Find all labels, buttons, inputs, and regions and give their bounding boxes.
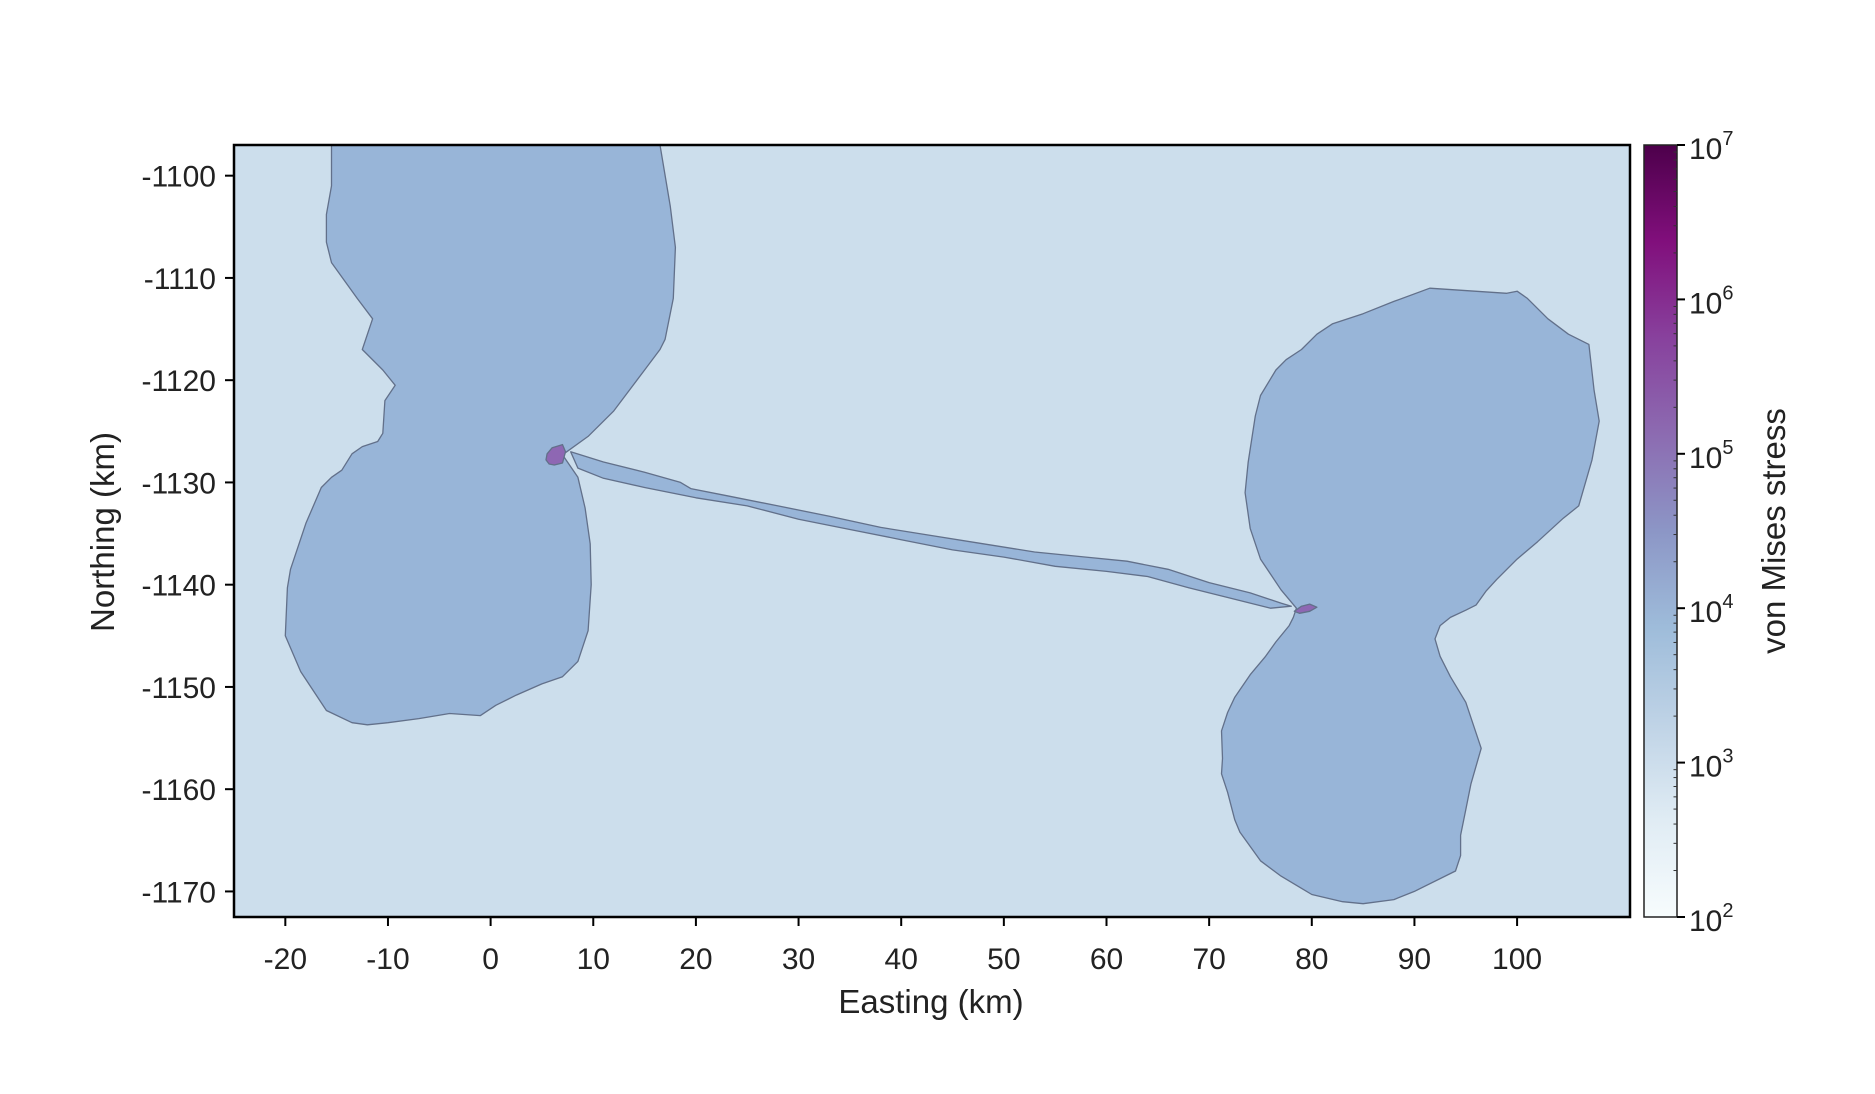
x-axis-ticks: -20 -10 0 10 20 30 40 50 60 70 80 90 100 bbox=[264, 917, 1542, 976]
x-tick-label: 40 bbox=[885, 943, 918, 976]
contour-region-3 bbox=[1220, 287, 1600, 905]
contour-region-5 bbox=[1293, 603, 1318, 614]
colorbar-tick-exponent: 3 bbox=[1722, 746, 1733, 768]
y-axis-label: Northing (km) bbox=[84, 432, 121, 632]
x-tick-label: 100 bbox=[1492, 943, 1542, 976]
x-tick-label: 30 bbox=[782, 943, 815, 976]
x-tick-label: 90 bbox=[1398, 943, 1431, 976]
y-tick-label: -1110 bbox=[144, 263, 216, 296]
y-tick-label: -1150 bbox=[141, 672, 216, 705]
colorbar-tick-base: 10 bbox=[1689, 287, 1722, 320]
x-axis-label: Easting (km) bbox=[838, 983, 1023, 1020]
y-tick-label: -1130 bbox=[141, 467, 216, 500]
colorbar-gradient bbox=[1643, 144, 1678, 918]
y-tick-label: -1100 bbox=[141, 161, 216, 194]
contour-region-2 bbox=[570, 451, 1292, 609]
y-axis-ticks: -1100 -1110 -1120 -1130 -1140 -1150 -1160 -1170 bbox=[141, 161, 234, 909]
colorbar-tick-label: 107 bbox=[1689, 128, 1734, 166]
x-tick-label: 20 bbox=[679, 943, 712, 976]
colorbar-tick-label: 106 bbox=[1689, 282, 1734, 320]
plot-area bbox=[232, 143, 1632, 919]
colorbar-minor-ticks bbox=[1673, 151, 1677, 872]
colorbar-tick-label: 102 bbox=[1689, 900, 1734, 938]
x-tick-label: 70 bbox=[1192, 943, 1225, 976]
colorbar-tick-exponent: 6 bbox=[1722, 282, 1733, 304]
contour-region-4 bbox=[545, 443, 567, 466]
colorbar-tick-label: 105 bbox=[1689, 437, 1734, 475]
colorbar-tick-exponent: 4 bbox=[1722, 591, 1733, 613]
x-tick-label: 50 bbox=[987, 943, 1020, 976]
plot-frame bbox=[232, 143, 1632, 919]
contour-region-1 bbox=[284, 145, 677, 726]
colorbar-tick-base: 10 bbox=[1689, 751, 1722, 784]
colorbar-tick-exponent: 2 bbox=[1722, 900, 1733, 922]
colorbar-tick-base: 10 bbox=[1689, 133, 1722, 166]
y-tick-label: -1140 bbox=[141, 570, 216, 603]
colorbar-tick-exponent: 5 bbox=[1722, 437, 1733, 459]
x-tick-label: 80 bbox=[1295, 943, 1328, 976]
y-tick-label: -1160 bbox=[141, 774, 216, 807]
contour-regions bbox=[284, 145, 1600, 905]
y-tick-label: -1170 bbox=[141, 876, 216, 909]
colorbar-tick-label: 104 bbox=[1689, 591, 1734, 629]
x-tick-label: 60 bbox=[1090, 943, 1123, 976]
colorbar-tick-base: 10 bbox=[1689, 905, 1722, 938]
colorbar-tick-exponent: 7 bbox=[1722, 128, 1733, 150]
y-tick-label: -1120 bbox=[141, 365, 216, 398]
x-tick-label: -10 bbox=[366, 943, 409, 976]
colorbar-tick-base: 10 bbox=[1689, 442, 1722, 475]
colorbar-label: von Mises stress bbox=[1755, 408, 1792, 654]
x-tick-label: -20 bbox=[264, 943, 307, 976]
x-tick-label: 10 bbox=[577, 943, 610, 976]
colorbar-tick-base: 10 bbox=[1689, 596, 1722, 629]
colorbar-tick-label: 103 bbox=[1689, 746, 1734, 784]
x-tick-label: 0 bbox=[482, 943, 499, 976]
